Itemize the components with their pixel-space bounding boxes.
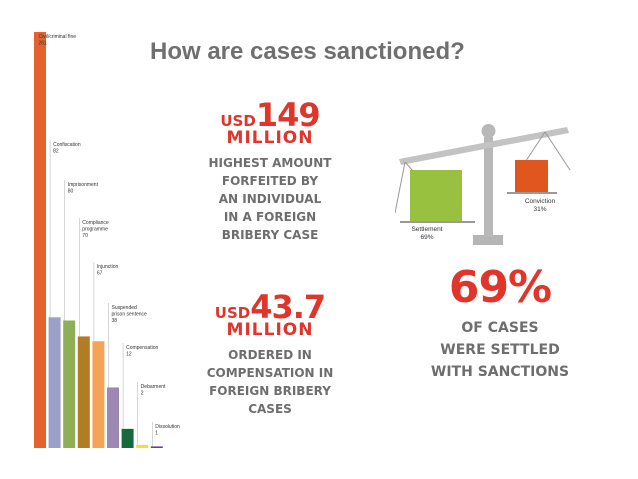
page-title: How are cases sanctioned? [150, 38, 465, 65]
conviction-pct: 31% [533, 206, 546, 213]
conviction-label: Conviction [525, 198, 556, 205]
scale-base [473, 235, 503, 245]
stat1-line: BRIBERY CASE [221, 228, 319, 242]
bar-category-label: Suspended [112, 305, 138, 311]
stat-highest-forfeited: USD149 MILLION HIGHEST AMOUNT FORFEITED … [200, 96, 340, 244]
bar-category-label: Compliance [82, 220, 109, 226]
stat1-line: HIGHEST AMOUNT [208, 156, 332, 170]
bar-category-label: Dissolution [155, 424, 180, 430]
stat1-line: AN INDIVIDUAL [218, 192, 322, 206]
bar-category-label: prison sentence [112, 312, 148, 318]
settled-pct: 69% [448, 262, 552, 313]
stat2-amount: 43.7 [250, 288, 326, 326]
stat2-line: ORDERED IN [228, 348, 312, 362]
bar-value-label: 12 [126, 352, 132, 358]
stat2-line: COMPENSATION IN [206, 366, 334, 380]
bar-value-label: 38 [112, 318, 118, 324]
bar-compensation [121, 428, 134, 448]
stat2-unit: USD [214, 304, 251, 322]
bar-category-label: Injunction [97, 264, 119, 270]
bar-value-label: 70 [82, 233, 88, 239]
bar-civil-criminal-fine [34, 32, 46, 448]
bar-imprisonment [63, 320, 76, 448]
headline-line: WITH SANCTIONS [430, 364, 570, 380]
conviction-block [515, 160, 548, 193]
stat2-line: CASES [248, 402, 292, 416]
scale-post [484, 137, 493, 237]
scale-beam [399, 127, 569, 165]
stat-compensation: USD43.7 MILLION ORDERED IN COMPENSATION … [200, 288, 340, 418]
bar-confiscation [48, 317, 61, 448]
stat1-line: FORFEITED BY [221, 174, 319, 188]
stat2-line: FOREIGN BRIBERY [209, 384, 331, 398]
bar-value-label: 82 [53, 149, 59, 155]
settlement-pct: 69% [420, 234, 433, 241]
bar-category-label: programme [82, 227, 108, 233]
bar-category-label: Imprisonment [68, 182, 99, 188]
bar-value-label: 67 [97, 271, 103, 277]
bar-value-label: 2 [141, 391, 144, 397]
scale-string [395, 161, 406, 214]
settled-headline: 69% OF CASES WERE SETTLED WITH SANCTIONS [420, 262, 580, 383]
settlement-pan [400, 221, 475, 223]
bar-debarment [136, 444, 149, 448]
settlement-label: Settlement [411, 226, 442, 233]
bar-injunction [92, 341, 105, 448]
stat2-scale: MILLION [226, 320, 314, 340]
headline-line: OF CASES [461, 320, 539, 336]
bar-category-label: Civil/criminal fine [39, 34, 77, 40]
scale-knob [481, 124, 496, 138]
scale-string [544, 131, 571, 171]
bar-value-label: 80 [68, 189, 74, 195]
stat1-line: IN A FOREIGN [223, 210, 317, 224]
stat1-amount: 149 [255, 96, 321, 134]
settlement-block [410, 170, 462, 222]
bar-category-label: Compensation [126, 345, 158, 351]
conviction-pan [507, 192, 557, 194]
bar-suspended-prison-sentence [107, 387, 119, 448]
stat1-unit: USD [220, 112, 256, 130]
bar-value-label: 261 [39, 41, 48, 47]
bar-value-label: 1 [155, 431, 158, 437]
stat1-scale: MILLION [226, 128, 314, 148]
bar-category-label: Debarment [141, 384, 166, 390]
bar-dissolution [150, 446, 163, 448]
bar-category-label: Confiscation [53, 142, 81, 148]
headline-line: WERE SETTLED [440, 342, 560, 358]
balance-scale-icon: Settlement 69% Conviction 31% [395, 124, 571, 245]
bar-compliance-programme [77, 336, 90, 448]
